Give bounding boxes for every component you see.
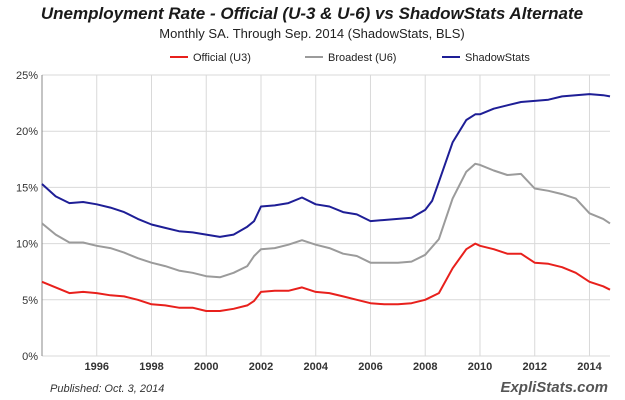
x-tick-label: 1996 (85, 361, 109, 373)
y-axis: 0% 5% 10% 15% 20% 25% (16, 70, 38, 363)
series-line-official-u3 (41, 242, 611, 312)
series-line-broadest-u6 (41, 162, 611, 279)
x-tick-label: 2014 (577, 361, 602, 373)
gridlines (41, 74, 610, 357)
y-tick-label: 20% (16, 126, 38, 138)
x-tick-label: 2010 (468, 361, 492, 373)
series-line-shadowstats (41, 93, 611, 238)
x-tick-label: 2000 (194, 361, 218, 373)
y-tick-label: 0% (22, 351, 38, 363)
legend-label: Broadest (U6) (328, 52, 396, 64)
series-lines (41, 93, 611, 312)
x-axis: 1996 1998 2000 2002 2004 2006 2008 2010 2012 2014 (85, 361, 603, 373)
x-tick-label: 2002 (249, 361, 273, 373)
x-tick-label: 2012 (522, 361, 546, 373)
published-date: Published: Oct. 3, 2014 (50, 383, 164, 395)
x-tick-label: 2006 (358, 361, 382, 373)
brand-label: ExpliStats.com (500, 379, 608, 396)
y-tick-label: 25% (16, 70, 38, 82)
chart-subtitle: Monthly SA. Through Sep. 2014 (ShadowSta… (159, 26, 464, 41)
chart-title: Unemployment Rate - Official (U-3 & U-6)… (41, 4, 583, 23)
legend-label: Official (U3) (193, 52, 251, 64)
legend: Official (U3) Broadest (U6) ShadowStats (170, 52, 530, 64)
x-tick-label: 2008 (413, 361, 437, 373)
y-tick-label: 15% (16, 182, 38, 194)
y-tick-label: 5% (22, 295, 38, 307)
x-tick-label: 1998 (139, 361, 163, 373)
y-tick-label: 10% (16, 239, 38, 251)
legend-label: ShadowStats (465, 52, 530, 64)
x-tick-label: 2004 (303, 361, 328, 373)
